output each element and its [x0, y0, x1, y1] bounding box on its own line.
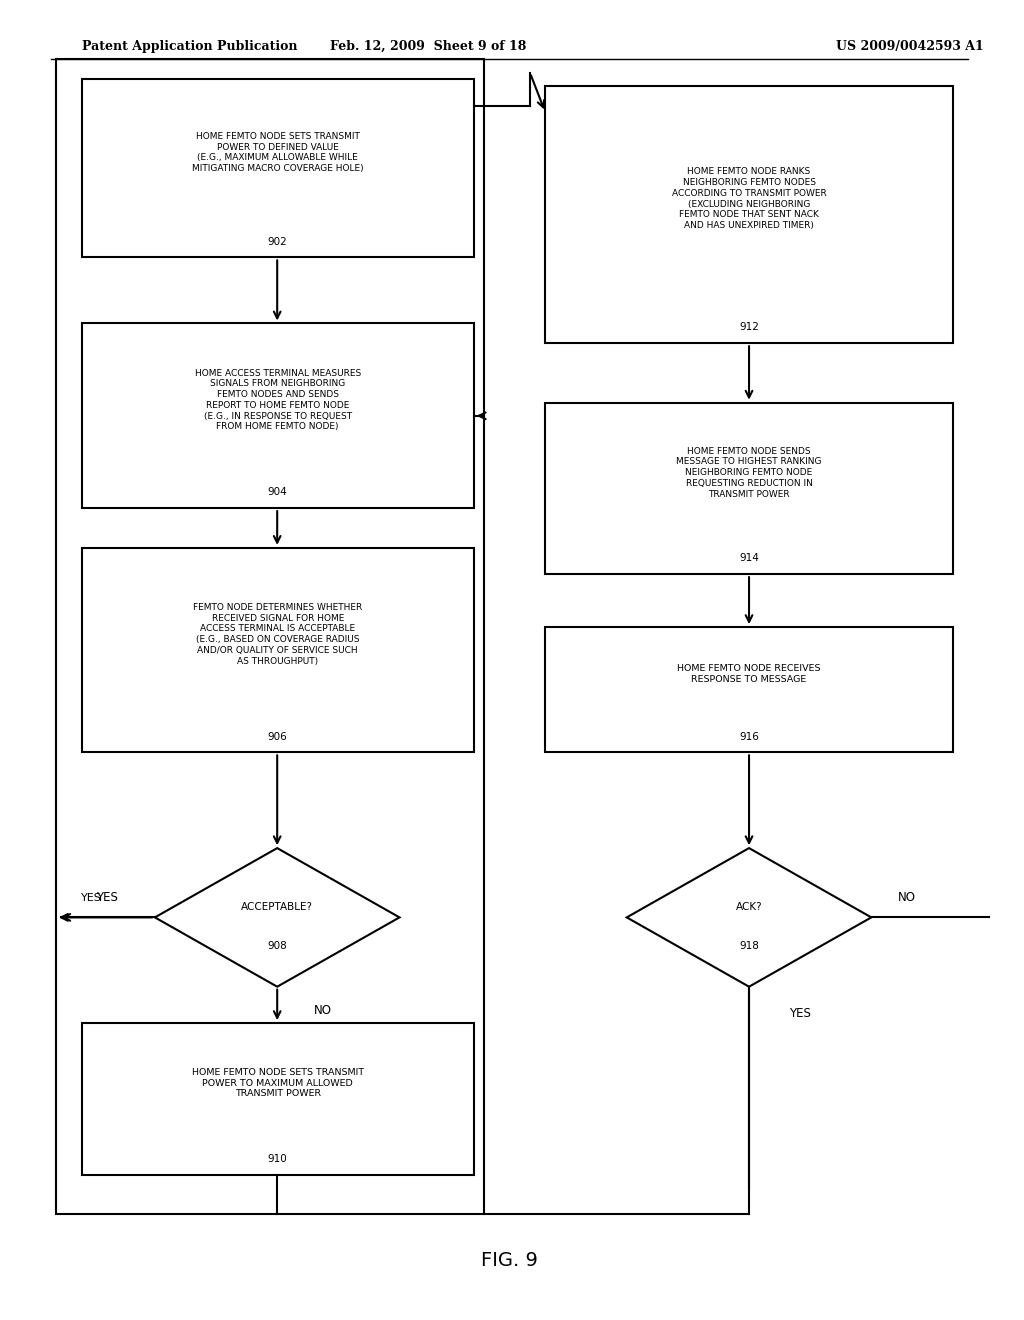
Text: 916: 916 — [739, 731, 759, 742]
Text: HOME FEMTO NODE SETS TRANSMIT
POWER TO DEFINED VALUE
(E.G., MAXIMUM ALLOWABLE WH: HOME FEMTO NODE SETS TRANSMIT POWER TO D… — [191, 132, 364, 173]
Text: HOME FEMTO NODE SENDS
MESSAGE TO HIGHEST RANKING
NEIGHBORING FEMTO NODE
REQUESTI: HOME FEMTO NODE SENDS MESSAGE TO HIGHEST… — [676, 446, 822, 499]
Text: 902: 902 — [268, 236, 288, 247]
Bar — [82, 79, 474, 257]
Text: 906: 906 — [268, 731, 288, 742]
Bar — [82, 323, 474, 508]
Text: NO: NO — [898, 891, 916, 904]
Text: Feb. 12, 2009  Sheet 9 of 18: Feb. 12, 2009 Sheet 9 of 18 — [330, 40, 526, 53]
Text: HOME ACCESS TERMINAL MEASURES
SIGNALS FROM NEIGHBORING
FEMTO NODES AND SENDS
REP: HOME ACCESS TERMINAL MEASURES SIGNALS FR… — [195, 368, 360, 432]
Text: ACCEPTABLE?: ACCEPTABLE? — [242, 902, 313, 912]
Text: 908: 908 — [267, 941, 287, 952]
Polygon shape — [155, 849, 399, 987]
Text: FEMTO NODE DETERMINES WHETHER
RECEIVED SIGNAL FOR HOME
ACCESS TERMINAL IS ACCEPT: FEMTO NODE DETERMINES WHETHER RECEIVED S… — [194, 603, 362, 665]
Text: YES: YES — [790, 1007, 811, 1019]
Text: 910: 910 — [268, 1154, 288, 1164]
Bar — [545, 403, 953, 574]
Bar — [82, 548, 474, 752]
Text: 918: 918 — [739, 941, 759, 952]
Text: US 2009/0042593 A1: US 2009/0042593 A1 — [836, 40, 983, 53]
Text: HOME FEMTO NODE SETS TRANSMIT
POWER TO MAXIMUM ALLOWED
TRANSMIT POWER: HOME FEMTO NODE SETS TRANSMIT POWER TO M… — [191, 1068, 364, 1098]
Text: HOME FEMTO NODE RECEIVES
RESPONSE TO MESSAGE: HOME FEMTO NODE RECEIVES RESPONSE TO MES… — [677, 664, 821, 684]
Bar — [56, 59, 484, 1214]
Text: YES: YES — [81, 892, 102, 903]
Text: 912: 912 — [739, 322, 759, 333]
Text: YES: YES — [96, 891, 118, 904]
Text: 904: 904 — [268, 487, 288, 498]
Polygon shape — [627, 849, 871, 987]
Bar — [545, 86, 953, 343]
Text: Patent Application Publication: Patent Application Publication — [82, 40, 297, 53]
Text: 914: 914 — [739, 553, 759, 564]
Text: FIG. 9: FIG. 9 — [481, 1251, 538, 1270]
Bar — [545, 627, 953, 752]
Text: NO: NO — [314, 1005, 332, 1016]
Text: ACK?: ACK? — [735, 902, 762, 912]
Text: HOME FEMTO NODE RANKS
NEIGHBORING FEMTO NODES
ACCORDING TO TRANSMIT POWER
(EXCLU: HOME FEMTO NODE RANKS NEIGHBORING FEMTO … — [672, 168, 826, 230]
Bar — [82, 1023, 474, 1175]
